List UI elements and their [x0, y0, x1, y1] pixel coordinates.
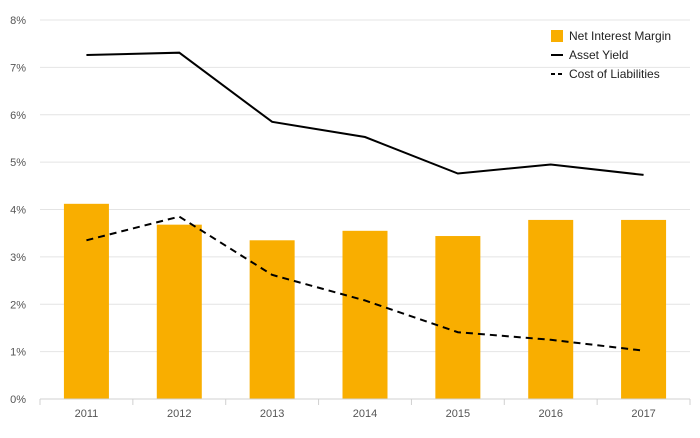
- x-tick-label: 2012: [167, 408, 191, 420]
- legend-swatch-net-interest-margin: [551, 30, 563, 42]
- y-tick-label: 4%: [10, 205, 26, 217]
- legend-label-net-interest-margin: Net Interest Margin: [569, 29, 671, 43]
- y-tick-label: 8%: [10, 15, 26, 27]
- bar-2016: [528, 219, 574, 399]
- y-tick-label: 7%: [10, 62, 26, 74]
- legend-label-asset-yield: Asset Yield: [569, 48, 628, 62]
- bar-2017: [621, 219, 667, 399]
- y-tick-label: 2%: [10, 299, 26, 311]
- line-cost-of-liabilities: [86, 215, 644, 352]
- x-tick-label: 2014: [353, 408, 377, 420]
- bar-2014: [342, 230, 388, 399]
- x-axis: [39, 398, 691, 405]
- bar-2015: [435, 236, 481, 399]
- x-tick-label: 2015: [446, 408, 470, 420]
- bar-2013: [249, 240, 295, 399]
- y-tick-label: 6%: [10, 110, 26, 122]
- x-axis-tick-labels: 2011 2012 2013 2014 2015 2016 2017: [75, 408, 656, 420]
- legend: Net Interest Margin Asset Yield Cost of Li…: [551, 29, 671, 81]
- y-tick-label: 1%: [10, 347, 26, 359]
- x-tick-label: 2016: [538, 408, 562, 420]
- line-asset-yield: [86, 51, 644, 176]
- y-tick-label: 3%: [10, 252, 26, 264]
- y-axis-tick-labels: 0% 1% 2% 3% 4% 5% 6% 7% 8%: [10, 15, 26, 406]
- y-tick-label: 0%: [10, 394, 26, 406]
- bar-2011: [63, 203, 109, 399]
- x-tick-label: 2011: [75, 408, 99, 420]
- line-series-group: [86, 51, 644, 352]
- x-tick-label: 2013: [260, 408, 284, 420]
- x-tick-label: 2017: [631, 408, 655, 420]
- y-tick-label: 5%: [10, 157, 26, 169]
- bar-2012: [156, 224, 202, 399]
- legend-label-cost-of-liabilities: Cost of Liabilities: [569, 67, 660, 81]
